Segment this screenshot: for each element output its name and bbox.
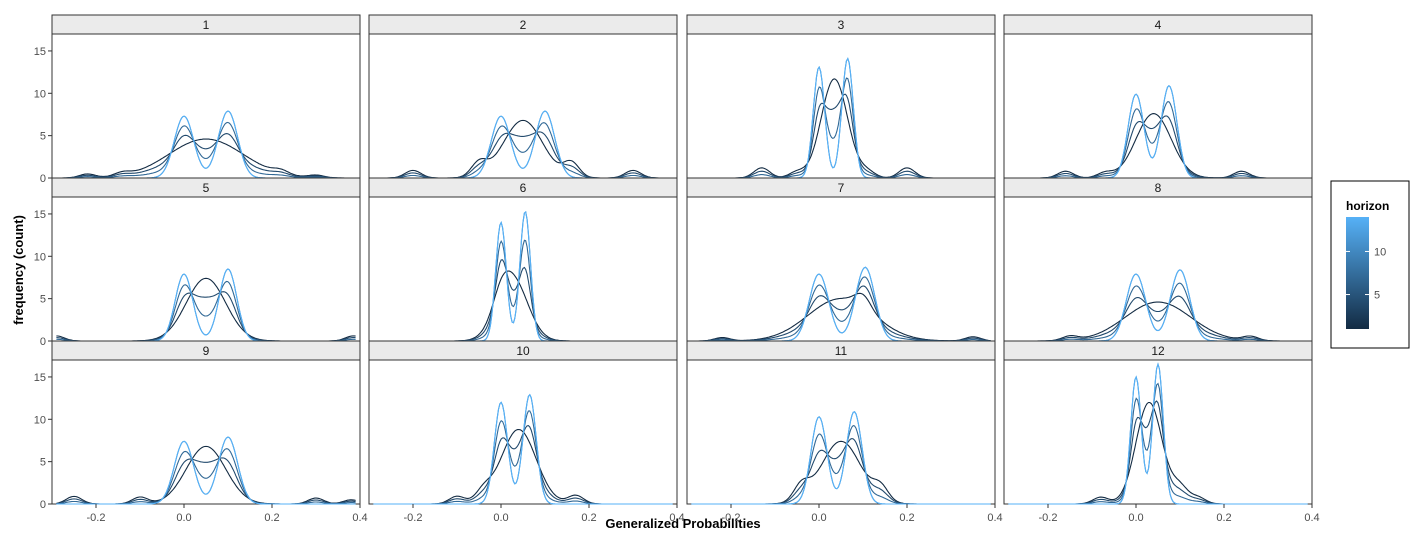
density-line <box>373 131 673 179</box>
facet-panel: 5 <box>51 177 361 342</box>
density-line <box>56 133 356 179</box>
density-line <box>1008 282 1308 342</box>
facet-strip-label: 4 <box>1155 18 1162 32</box>
density-line <box>1008 295 1308 342</box>
facet-strip-label: 1 <box>203 18 210 32</box>
facet-plot-area <box>51 196 361 342</box>
x-tick-label: 0.4 <box>987 512 1002 524</box>
x-tick-label: 0.4 <box>1304 512 1319 524</box>
facet-panel: 10 <box>368 340 678 505</box>
facet-panel: 1 <box>51 14 361 179</box>
x-tick-label: -0.2 <box>404 512 423 524</box>
y-tick-label: 0 <box>40 336 46 348</box>
facet-strip-label: 3 <box>838 18 845 32</box>
density-line <box>691 411 991 505</box>
facet-plot-area <box>51 33 361 179</box>
density-line <box>1008 301 1308 342</box>
facet-panel: 3 <box>686 14 996 179</box>
legend: horizon 5 10 <box>1330 180 1410 349</box>
x-tick-label: 0.2 <box>899 512 914 524</box>
y-tick-label: 5 <box>40 294 46 306</box>
density-line <box>373 393 673 505</box>
density-line <box>56 138 356 179</box>
x-tick-label: 0.2 <box>581 512 596 524</box>
x-tick-label: -0.2 <box>87 512 106 524</box>
y-tick-label: 0 <box>40 173 46 185</box>
x-tick-label: 0.0 <box>493 512 508 524</box>
x-tick-label: -0.2 <box>1039 512 1058 524</box>
facet-plot-area <box>51 359 361 505</box>
facet-plot-area <box>686 196 996 342</box>
y-tick-label: 5 <box>40 131 46 143</box>
facet-panels: 1 2 3 45 6 7 89 10 11 12 <box>51 14 1313 505</box>
x-axis-title: Generalized Probabilities <box>605 516 760 531</box>
facet-strip-label: 10 <box>516 344 530 358</box>
x-tick-label: 0.0 <box>1128 512 1143 524</box>
y-tick-label: 5 <box>40 457 46 469</box>
facet-strip-label: 11 <box>835 344 848 358</box>
facet-plot-area <box>686 359 996 505</box>
legend-box <box>1330 180 1410 349</box>
facet-plot-area <box>1003 196 1313 342</box>
facet-strip-label: 9 <box>203 344 210 358</box>
axes: 0 5 10 15 0 5 10 15 0 5 10 15 -0.2 0.0 0.2 0.4 -0.2 0.0 0.… <box>34 46 1320 524</box>
legend-ticks: 5 10 <box>1346 246 1386 302</box>
y-tick-label: 15 <box>34 46 46 58</box>
facet-panel: 8 <box>1003 177 1313 342</box>
x-tick-label: 0.4 <box>352 512 367 524</box>
facet-strip-label: 12 <box>1151 344 1165 358</box>
facet-plot-area <box>1003 33 1313 179</box>
y-tick-label: 10 <box>34 414 46 426</box>
facet-panel: 12 <box>1003 340 1313 505</box>
facet-panel: 4 <box>1003 14 1313 179</box>
y-tick-label: 10 <box>34 88 46 100</box>
facet-panel: 11 <box>686 340 996 505</box>
density-line <box>1008 362 1308 505</box>
facet-strip-label: 7 <box>838 181 845 195</box>
legend-colorbar <box>1346 217 1369 329</box>
facet-panel: 9 <box>51 340 361 505</box>
x-tick-label: 0.4 <box>669 512 684 524</box>
legend-tick-label: 10 <box>1374 246 1386 258</box>
facet-strip-label: 2 <box>520 18 527 32</box>
density-line <box>56 121 356 179</box>
x-tick-label: 0.0 <box>811 512 826 524</box>
legend-tick-label: 5 <box>1374 290 1380 302</box>
x-tick-label: 0.2 <box>264 512 279 524</box>
legend-title: horizon <box>1346 199 1389 213</box>
y-tick-label: 15 <box>34 209 46 221</box>
density-line <box>56 436 356 505</box>
facet-plot-area <box>368 33 678 179</box>
density-line <box>373 119 673 179</box>
y-tick-label: 10 <box>34 251 46 263</box>
facet-strip-label: 6 <box>520 181 527 195</box>
facet-panel: 7 <box>686 177 996 342</box>
facet-panel: 6 <box>368 177 678 342</box>
y-tick-label: 0 <box>40 499 46 511</box>
facet-strip-label: 8 <box>1155 181 1162 195</box>
facet-panel: 2 <box>368 14 678 179</box>
y-tick-label: 15 <box>34 372 46 384</box>
x-tick-label: 0.2 <box>1216 512 1231 524</box>
facet-strip-label: 5 <box>203 181 210 195</box>
density-line <box>373 122 673 179</box>
facet-plot-area <box>1003 359 1313 505</box>
y-axis-title: frequency (count) <box>11 215 26 325</box>
x-tick-label: 0.0 <box>176 512 191 524</box>
x-tick-label: -0.2 <box>722 512 741 524</box>
